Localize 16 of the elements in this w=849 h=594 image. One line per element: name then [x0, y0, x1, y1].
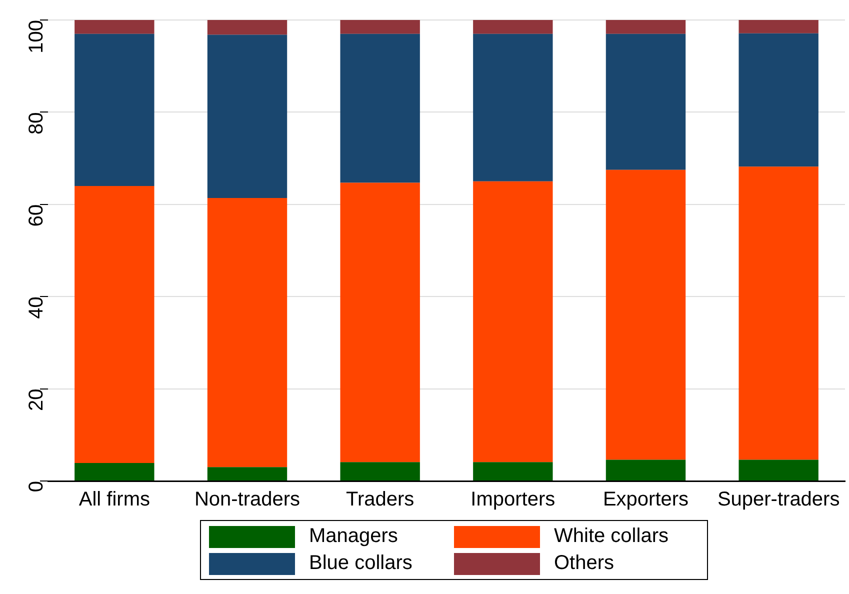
x-tick-label: Super-traders: [717, 488, 840, 511]
legend-label: White collars: [554, 525, 668, 548]
y-tick-label: 20: [26, 388, 48, 412]
x-tick-label: Non-traders: [194, 488, 300, 511]
legend-label: Blue collars: [309, 552, 412, 575]
legend-label: Others: [554, 552, 614, 575]
y-tick-label: 100: [26, 20, 48, 54]
y-tick-label: 0: [26, 481, 48, 492]
x-tick-label: Traders: [346, 488, 414, 511]
legend-label: Managers: [309, 525, 398, 548]
x-tick-label: All firms: [78, 488, 150, 511]
y-tick-label: 40: [26, 296, 48, 319]
x-tick-label: Importers: [470, 488, 556, 511]
y-tick-label: 60: [26, 204, 48, 227]
x-tick-label: Exporters: [602, 488, 689, 511]
y-tick-label: 80: [26, 112, 48, 134]
